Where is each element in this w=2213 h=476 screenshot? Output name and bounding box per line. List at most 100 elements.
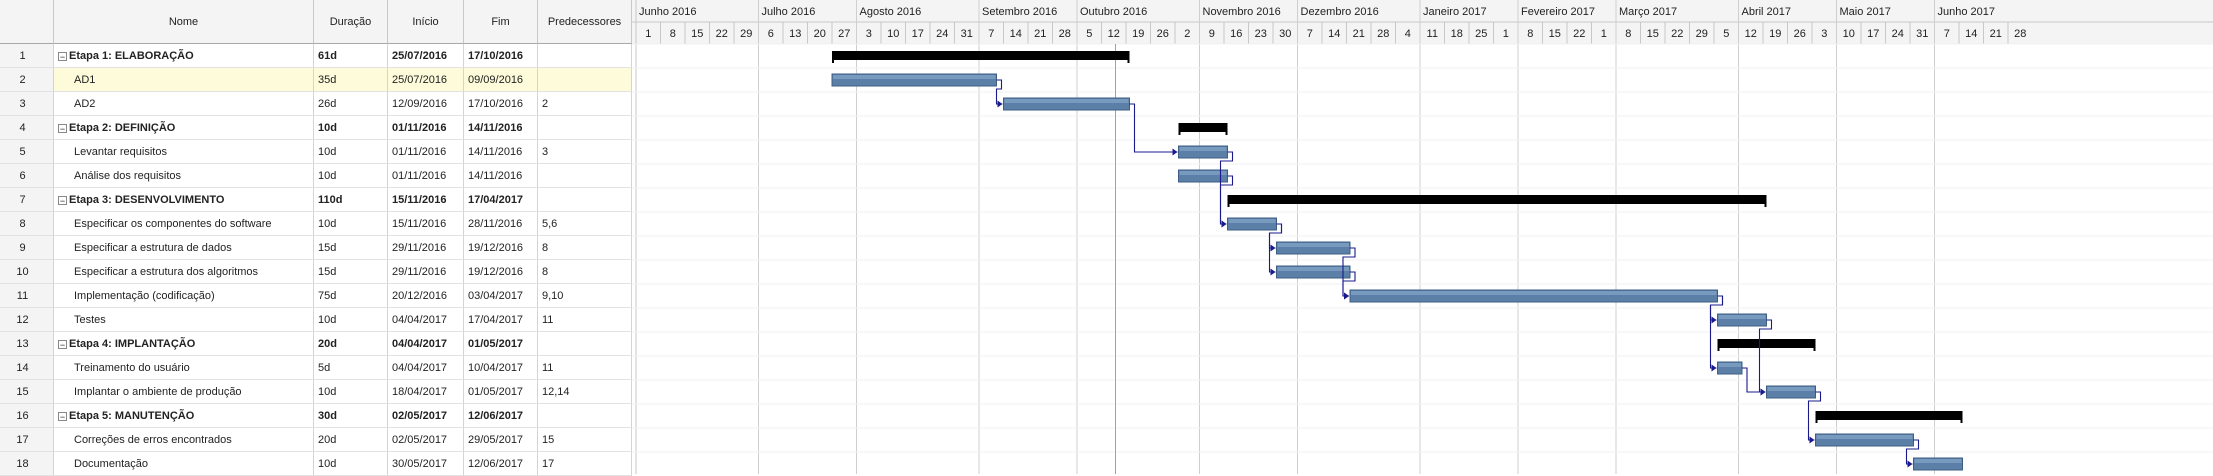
task-predecessors-text: 11 <box>542 314 554 326</box>
header-end[interactable]: Fim <box>464 0 538 44</box>
task-start: 25/07/2016 <box>388 68 464 92</box>
table-row[interactable]: 13 − Etapa 4: IMPLANTAÇÃO 20d 04/04/2017 01/0… <box>0 332 632 356</box>
task-start-text: 04/04/2017 <box>392 338 448 350</box>
task-duration-text: 5d <box>318 362 331 374</box>
table-row[interactable]: 1 − Etapa 1: ELABORAÇÃO 61d 25/07/2016 17/10/… <box>0 44 632 68</box>
summary-bar[interactable] <box>1815 411 1963 420</box>
task-duration: 15d <box>314 260 388 284</box>
row-number-text: 11 <box>16 290 29 302</box>
task-name: AD1 <box>54 68 314 92</box>
task-start: 02/05/2017 <box>388 404 464 428</box>
week-label: 3 <box>866 28 872 40</box>
task-duration: 110d <box>314 188 388 212</box>
month-label: Julho 2016 <box>762 6 816 18</box>
table-row[interactable]: 16 − Etapa 5: MANUTENÇÃO 30d 02/05/2017 12/06… <box>0 404 632 428</box>
table-row[interactable]: 9 Especificar a estrutura de dados 15d 29/1… <box>0 236 632 260</box>
week-label: 17 <box>912 28 924 40</box>
task-predecessors: 9,10 <box>538 284 632 308</box>
table-row[interactable]: 8 Especificar os componentes do software 1… <box>0 212 632 236</box>
dependency-link <box>1742 367 1766 393</box>
task-end-text: 14/11/2016 <box>468 122 523 134</box>
week-label: 7 <box>988 28 994 40</box>
task-end-text: 10/04/2017 <box>468 362 524 374</box>
task-duration-text: 75d <box>318 290 337 302</box>
table-row[interactable]: 2 AD1 35d 25/07/2016 09/09/2016 <box>0 68 632 92</box>
task-start: 15/11/2016 <box>388 212 464 236</box>
table-row[interactable]: 12 Testes 10d 04/04/2017 17/04/2017 11 <box>0 308 632 332</box>
table-row[interactable]: 15 Implantar o ambiente de produção 10d 18/… <box>0 380 632 404</box>
task-duration-text: 10d <box>318 386 337 398</box>
task-end-text: 28/11/2016 <box>468 218 523 230</box>
summary-bar-end-tip <box>1960 420 1963 423</box>
row-number: 13 <box>0 332 54 356</box>
task-name-text: Treinamento do usuário <box>74 362 190 374</box>
table-row[interactable]: 7 − Etapa 3: DESENVOLVIMENTO 110d 15/11/2016… <box>0 188 632 212</box>
month-label: Novembro 2016 <box>1203 6 1281 18</box>
table-row[interactable]: 10 Especificar a estrutura dos algoritmos… <box>0 260 632 284</box>
task-name-text: Especificar a estrutura dos algoritmos <box>74 266 259 278</box>
table-row[interactable]: 18 Documentação 10d 30/05/2017 12/06/2017 17 <box>0 452 632 476</box>
task-duration: 10d <box>314 308 388 332</box>
task-duration-text: 15d <box>318 242 337 254</box>
task-start: 01/11/2016 <box>388 116 464 140</box>
task-end: 01/05/2017 <box>464 332 538 356</box>
task-predecessors: 11 <box>538 356 632 380</box>
week-label: 6 <box>768 28 774 40</box>
task-end-text: 12/06/2017 <box>468 410 524 422</box>
header-start[interactable]: Início <box>388 0 464 44</box>
task-start: 29/11/2016 <box>388 260 464 284</box>
collapse-toggle-icon[interactable]: − <box>58 339 67 350</box>
summary-bar[interactable] <box>1717 339 1816 348</box>
task-predecessors: 11 <box>538 308 632 332</box>
week-label: 10 <box>1843 28 1855 40</box>
dependency-arrow-icon <box>1809 436 1815 444</box>
task-name: Implementação (codificação) <box>54 284 314 308</box>
summary-bar[interactable] <box>1178 123 1228 132</box>
task-name-text: Implantar o ambiente de produção <box>74 386 242 398</box>
row-number-text: 7 <box>19 194 26 206</box>
summary-bar[interactable] <box>832 51 1130 60</box>
task-end-text: 14/11/2016 <box>468 170 523 182</box>
table-row[interactable]: 11 Implementação (codificação) 75d 20/12/20… <box>0 284 632 308</box>
task-name: − Etapa 3: DESENVOLVIMENTO <box>54 188 314 212</box>
table-row[interactable]: 3 AD2 26d 12/09/2016 17/10/2016 2 <box>0 92 632 116</box>
summary-bar[interactable] <box>1227 195 1767 204</box>
task-name: Treinamento do usuário <box>54 356 314 380</box>
task-start: 18/04/2017 <box>388 380 464 404</box>
dependency-arrow-icon <box>1270 244 1276 252</box>
row-number: 16 <box>0 404 54 428</box>
task-duration: 20d <box>314 332 388 356</box>
table-row[interactable]: 14 Treinamento do usuário 5d 04/04/2017 10/0… <box>0 356 632 380</box>
table-row[interactable]: 5 Levantar requisitos 10d 01/11/2016 14/11/2… <box>0 140 632 164</box>
collapse-toggle-icon[interactable]: − <box>58 411 67 422</box>
collapse-toggle-icon[interactable]: − <box>58 123 67 134</box>
task-start-text: 29/11/2016 <box>392 242 447 254</box>
task-duration: 10d <box>314 380 388 404</box>
task-name: Especificar os componentes do software <box>54 212 314 236</box>
table-row[interactable]: 6 Análise dos requisitos 10d 01/11/2016 14/1… <box>0 164 632 188</box>
task-predecessors: 17 <box>538 452 632 476</box>
task-start-text: 12/09/2016 <box>392 98 448 110</box>
task-start: 20/12/2016 <box>388 284 464 308</box>
collapse-toggle-icon[interactable]: − <box>58 195 67 206</box>
week-label: 31 <box>1916 28 1928 40</box>
row-number: 5 <box>0 140 54 164</box>
table-row[interactable]: 4 − Etapa 2: DEFINIÇÃO 10d 01/11/2016 14/11/2… <box>0 116 632 140</box>
row-number-text: 6 <box>19 170 26 182</box>
header-name[interactable]: Nome <box>54 0 314 44</box>
task-end: 14/11/2016 <box>464 164 538 188</box>
task-duration-text: 10d <box>318 218 337 230</box>
collapse-toggle-icon[interactable]: − <box>58 51 67 62</box>
row-number-text: 1 <box>19 50 26 62</box>
header-duration[interactable]: Duração <box>314 0 388 44</box>
row-number-text: 17 <box>16 434 29 446</box>
task-predecessors-text: 9,10 <box>542 290 564 302</box>
week-label: 20 <box>814 28 826 40</box>
header-predecessors[interactable]: Predecessores <box>538 0 632 44</box>
dependency-arrow-icon <box>997 100 1003 108</box>
task-end: 12/06/2017 <box>464 452 538 476</box>
summary-bar-start-tip <box>1227 204 1230 207</box>
month-label: Dezembro 2016 <box>1301 6 1379 18</box>
table-row[interactable]: 17 Correções de erros encontrados 20d 02/05… <box>0 428 632 452</box>
week-label: 28 <box>1059 28 1071 40</box>
